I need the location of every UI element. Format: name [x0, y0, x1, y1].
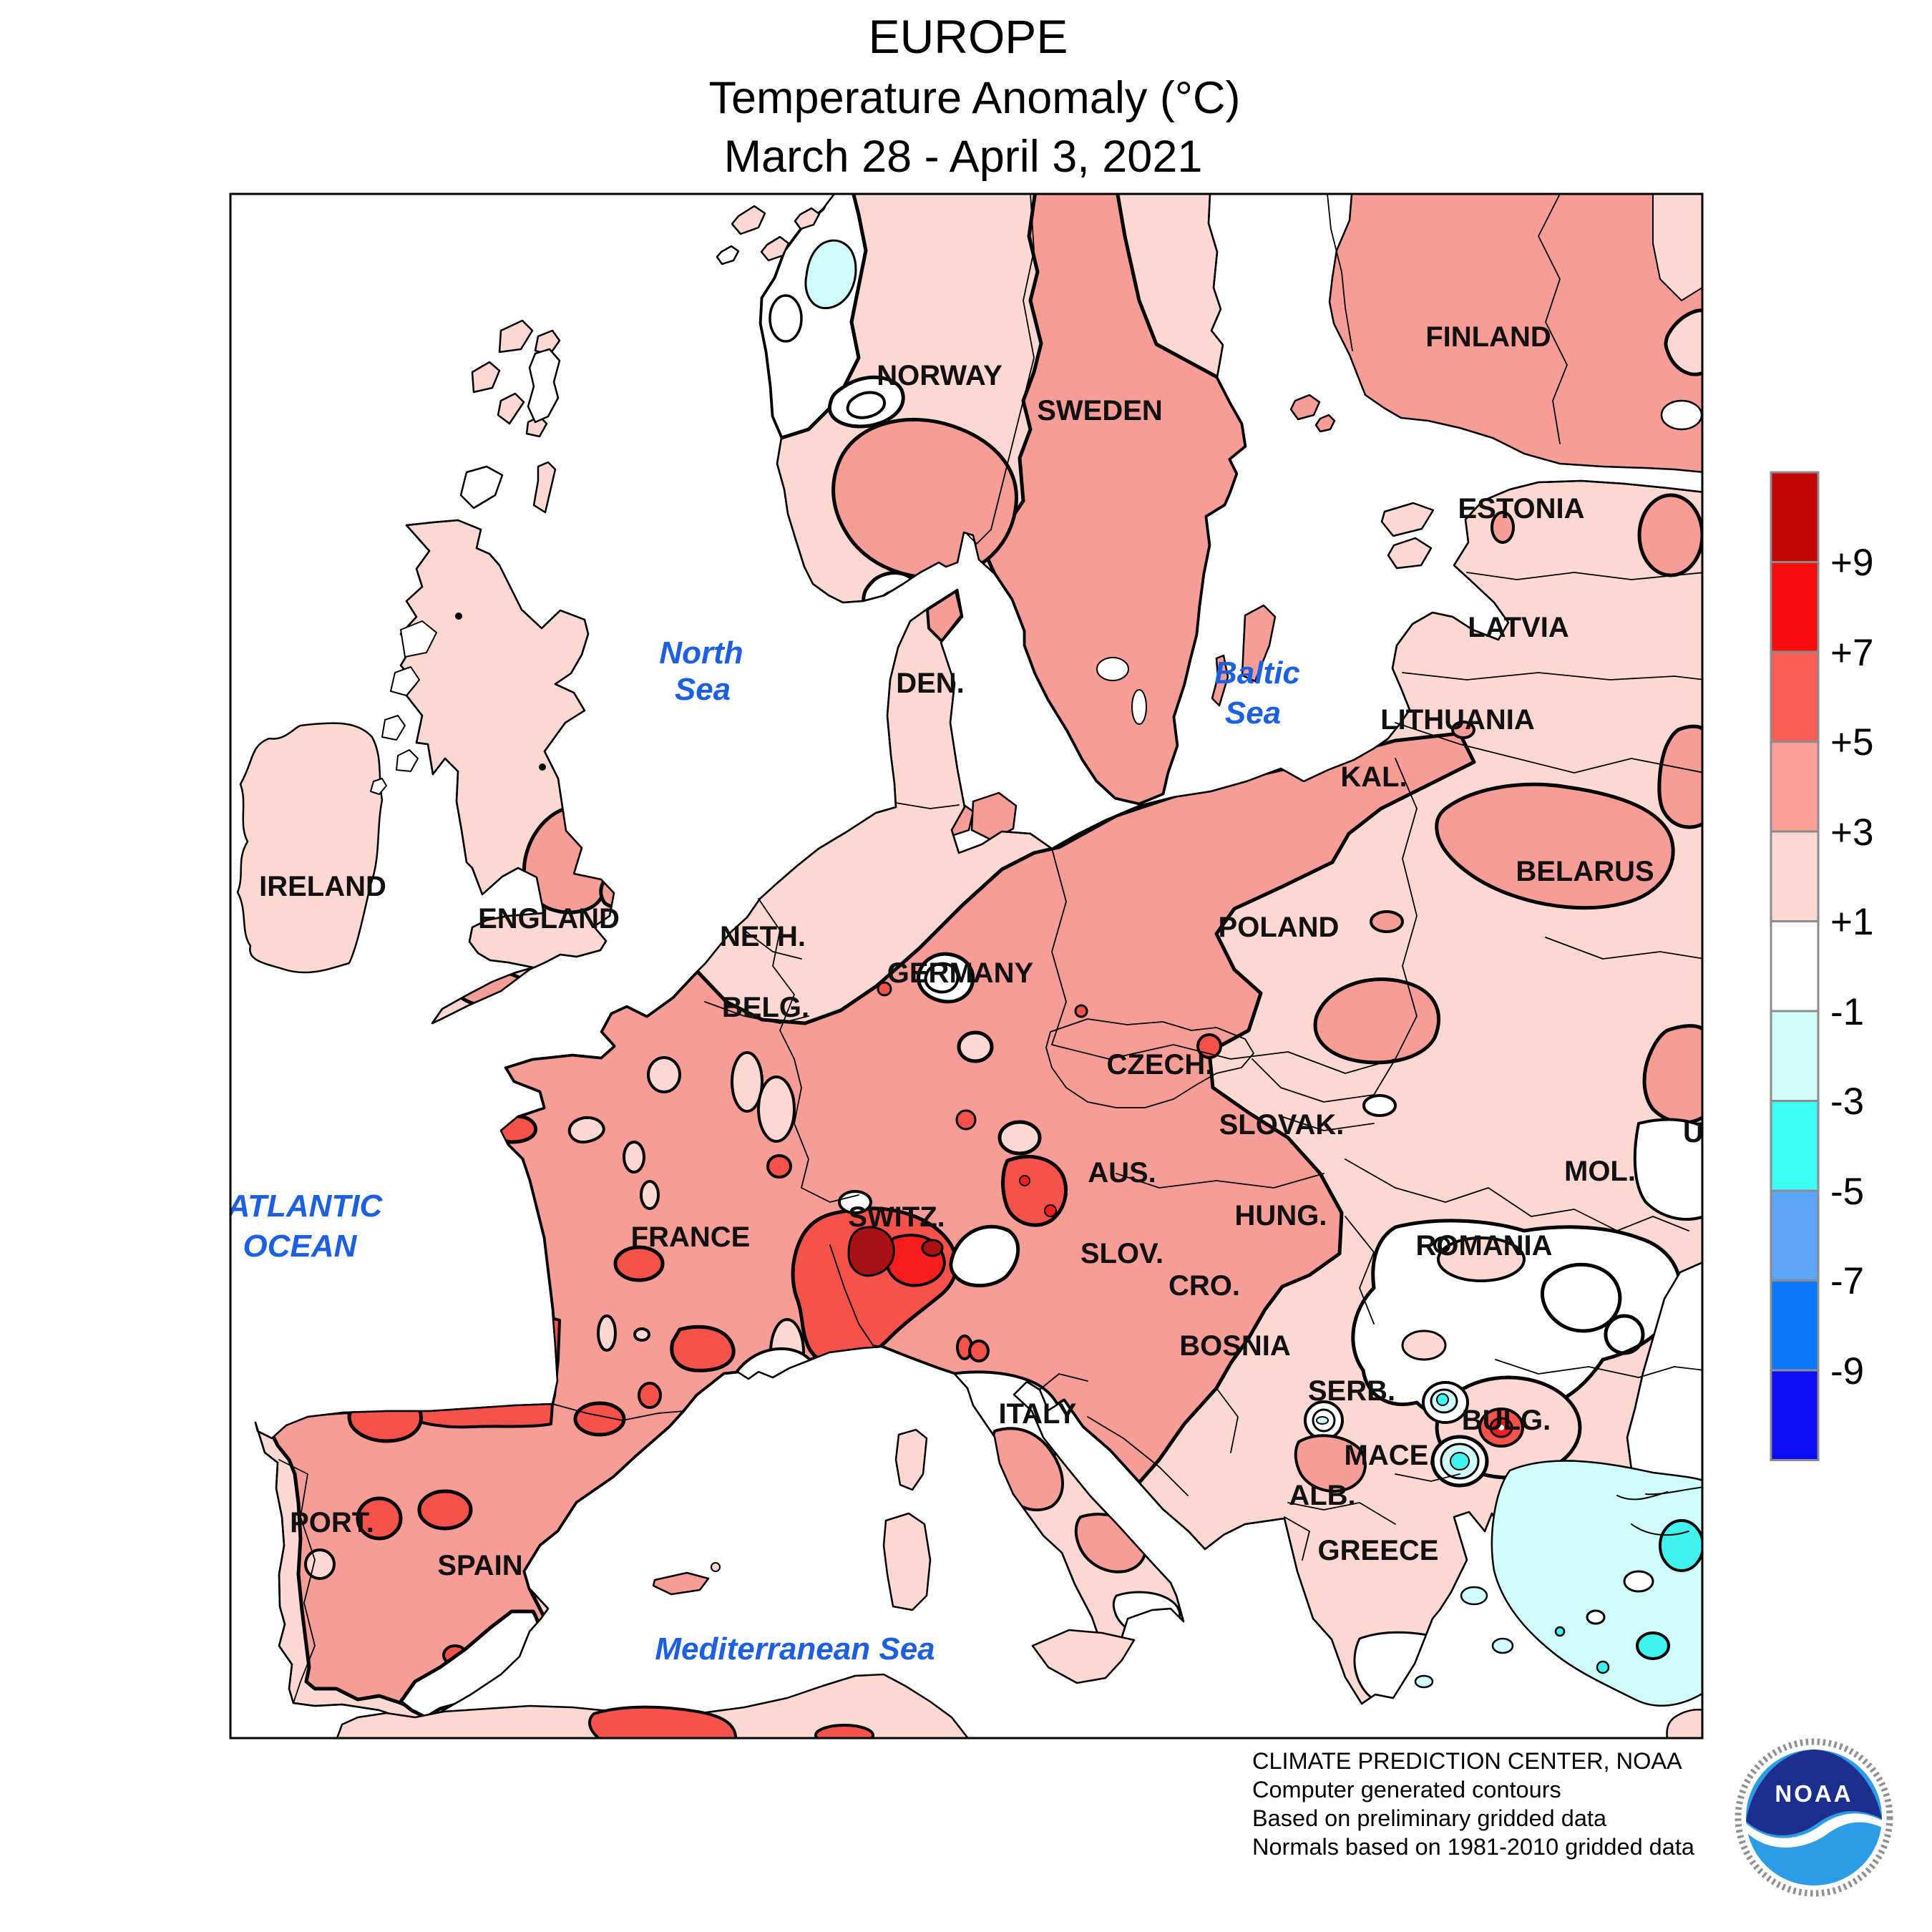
svg-text:FINLAND: FINLAND	[1425, 321, 1551, 353]
svg-text:Based on preliminary gridded d: Based on preliminary gridded data	[1252, 1805, 1607, 1831]
svg-text:-9: -9	[1830, 1350, 1864, 1392]
svg-text:Sea: Sea	[1225, 696, 1281, 731]
svg-text:CZECH.: CZECH.	[1107, 1049, 1214, 1080]
svg-text:SERB.: SERB.	[1308, 1375, 1395, 1407]
svg-text:Temperature Anomaly (°C): Temperature Anomaly (°C)	[709, 73, 1241, 123]
svg-text:GREECE: GREECE	[1318, 1535, 1439, 1566]
svg-text:LITHUANIA: LITHUANIA	[1380, 704, 1535, 736]
svg-text:HUNG.: HUNG.	[1235, 1200, 1327, 1231]
svg-text:BELARUS: BELARUS	[1516, 856, 1654, 887]
svg-text:Sea: Sea	[675, 672, 731, 707]
svg-text:ALB.: ALB.	[1289, 1480, 1355, 1511]
svg-text:SLOVAK.: SLOVAK.	[1219, 1109, 1345, 1141]
svg-text:BOSNIA: BOSNIA	[1179, 1330, 1291, 1362]
svg-text:FRANCE: FRANCE	[631, 1221, 751, 1253]
svg-text:Computer generated contours: Computer generated contours	[1252, 1777, 1561, 1802]
svg-text:LATVIA: LATVIA	[1468, 612, 1568, 643]
svg-text:ENGLAND: ENGLAND	[478, 903, 620, 935]
svg-text:ITALY: ITALY	[999, 1398, 1077, 1430]
svg-text:ATLANTIC: ATLANTIC	[227, 1189, 384, 1224]
svg-text:NORWAY: NORWAY	[877, 360, 1002, 391]
svg-text:SLOV.: SLOV.	[1080, 1238, 1163, 1269]
svg-text:-3: -3	[1830, 1080, 1864, 1123]
svg-text:+5: +5	[1830, 721, 1873, 763]
svg-text:+1: +1	[1830, 901, 1873, 943]
svg-text:CRO.: CRO.	[1169, 1270, 1240, 1302]
svg-text:Normals based on 1981-2010 gri: Normals based on 1981-2010 gridded data	[1252, 1834, 1695, 1860]
svg-text:Mediterranean Sea: Mediterranean Sea	[655, 1631, 935, 1667]
svg-text:GERMANY: GERMANY	[887, 957, 1034, 989]
svg-text:Baltic: Baltic	[1214, 655, 1300, 691]
svg-text:PORT.: PORT.	[290, 1507, 374, 1538]
svg-text:DEN.: DEN.	[896, 668, 965, 699]
svg-text:-7: -7	[1830, 1260, 1864, 1302]
svg-text:+3: +3	[1830, 811, 1873, 854]
svg-text:BULG.: BULG.	[1462, 1405, 1551, 1436]
svg-text:March 28 - April 3, 2021: March 28 - April 3, 2021	[724, 132, 1203, 182]
svg-text:CLIMATE PREDICTION CENTER, NOA: CLIMATE PREDICTION CENTER, NOAA	[1252, 1748, 1682, 1774]
svg-text:POLAND: POLAND	[1219, 912, 1340, 943]
svg-text:NOAA: NOAA	[1775, 1780, 1853, 1807]
svg-text:EUROPE: EUROPE	[869, 10, 1068, 63]
svg-text:SPAIN: SPAIN	[437, 1550, 522, 1581]
svg-text:ROMANIA: ROMANIA	[1415, 1230, 1552, 1262]
svg-text:AUS.: AUS.	[1088, 1157, 1156, 1189]
svg-text:MACE.: MACE.	[1345, 1440, 1437, 1471]
svg-text:+9: +9	[1830, 542, 1873, 584]
svg-text:SWEDEN: SWEDEN	[1037, 395, 1163, 426]
svg-text:+7: +7	[1830, 632, 1873, 674]
svg-text:SWITZ.: SWITZ.	[848, 1201, 945, 1233]
svg-text:BELG.: BELG.	[722, 992, 809, 1023]
svg-text:IRELAND: IRELAND	[259, 871, 386, 902]
svg-text:North: North	[659, 635, 743, 670]
svg-text:MOL.: MOL.	[1564, 1156, 1636, 1187]
svg-text:ESTONIA: ESTONIA	[1458, 493, 1584, 525]
svg-text:-5: -5	[1830, 1171, 1864, 1213]
svg-text:NETH.: NETH.	[720, 921, 806, 952]
svg-text:UKRAINE: UKRAINE	[1683, 1117, 1813, 1148]
svg-text:KAL.: KAL.	[1340, 761, 1407, 793]
svg-text:OCEAN: OCEAN	[243, 1229, 358, 1264]
svg-text:-1: -1	[1830, 991, 1864, 1033]
